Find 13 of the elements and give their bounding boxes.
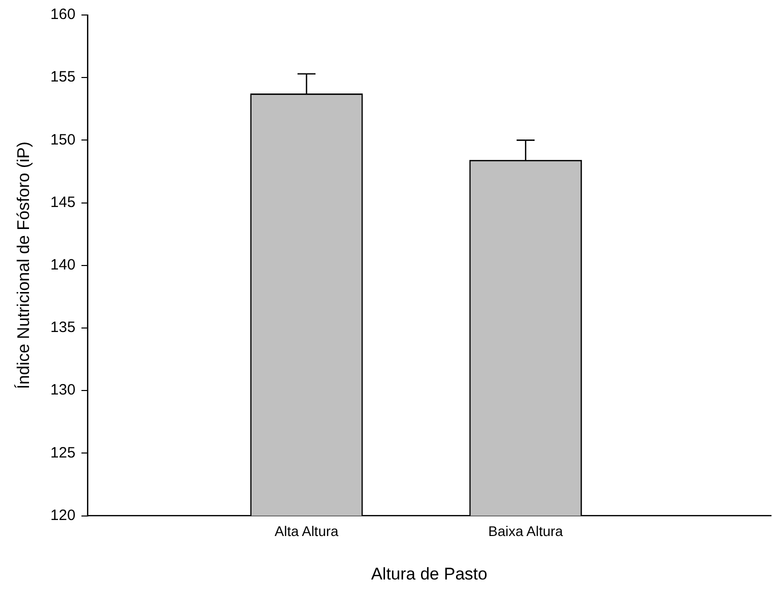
y-tick-label: 145 bbox=[50, 194, 76, 211]
y-tick-label: 120 bbox=[50, 506, 76, 524]
y-tick-label: 155 bbox=[50, 68, 76, 86]
y-tick-label: 125 bbox=[50, 444, 76, 462]
y-tick-label: 135 bbox=[50, 319, 76, 336]
x-tick-label: Alta Altura bbox=[274, 523, 339, 540]
y-tick-label: 130 bbox=[50, 382, 76, 399]
x-axis-title: Altura de Pasto bbox=[371, 564, 488, 584]
y-tick-label: 160 bbox=[50, 6, 76, 24]
y-tick-label: 140 bbox=[50, 256, 76, 274]
x-tick-label: Baixa Altura bbox=[488, 523, 564, 540]
y-tick-label: 150 bbox=[50, 131, 76, 148]
y-axis-title: Índice Nutricional de Fósforo (iP) bbox=[14, 142, 33, 390]
